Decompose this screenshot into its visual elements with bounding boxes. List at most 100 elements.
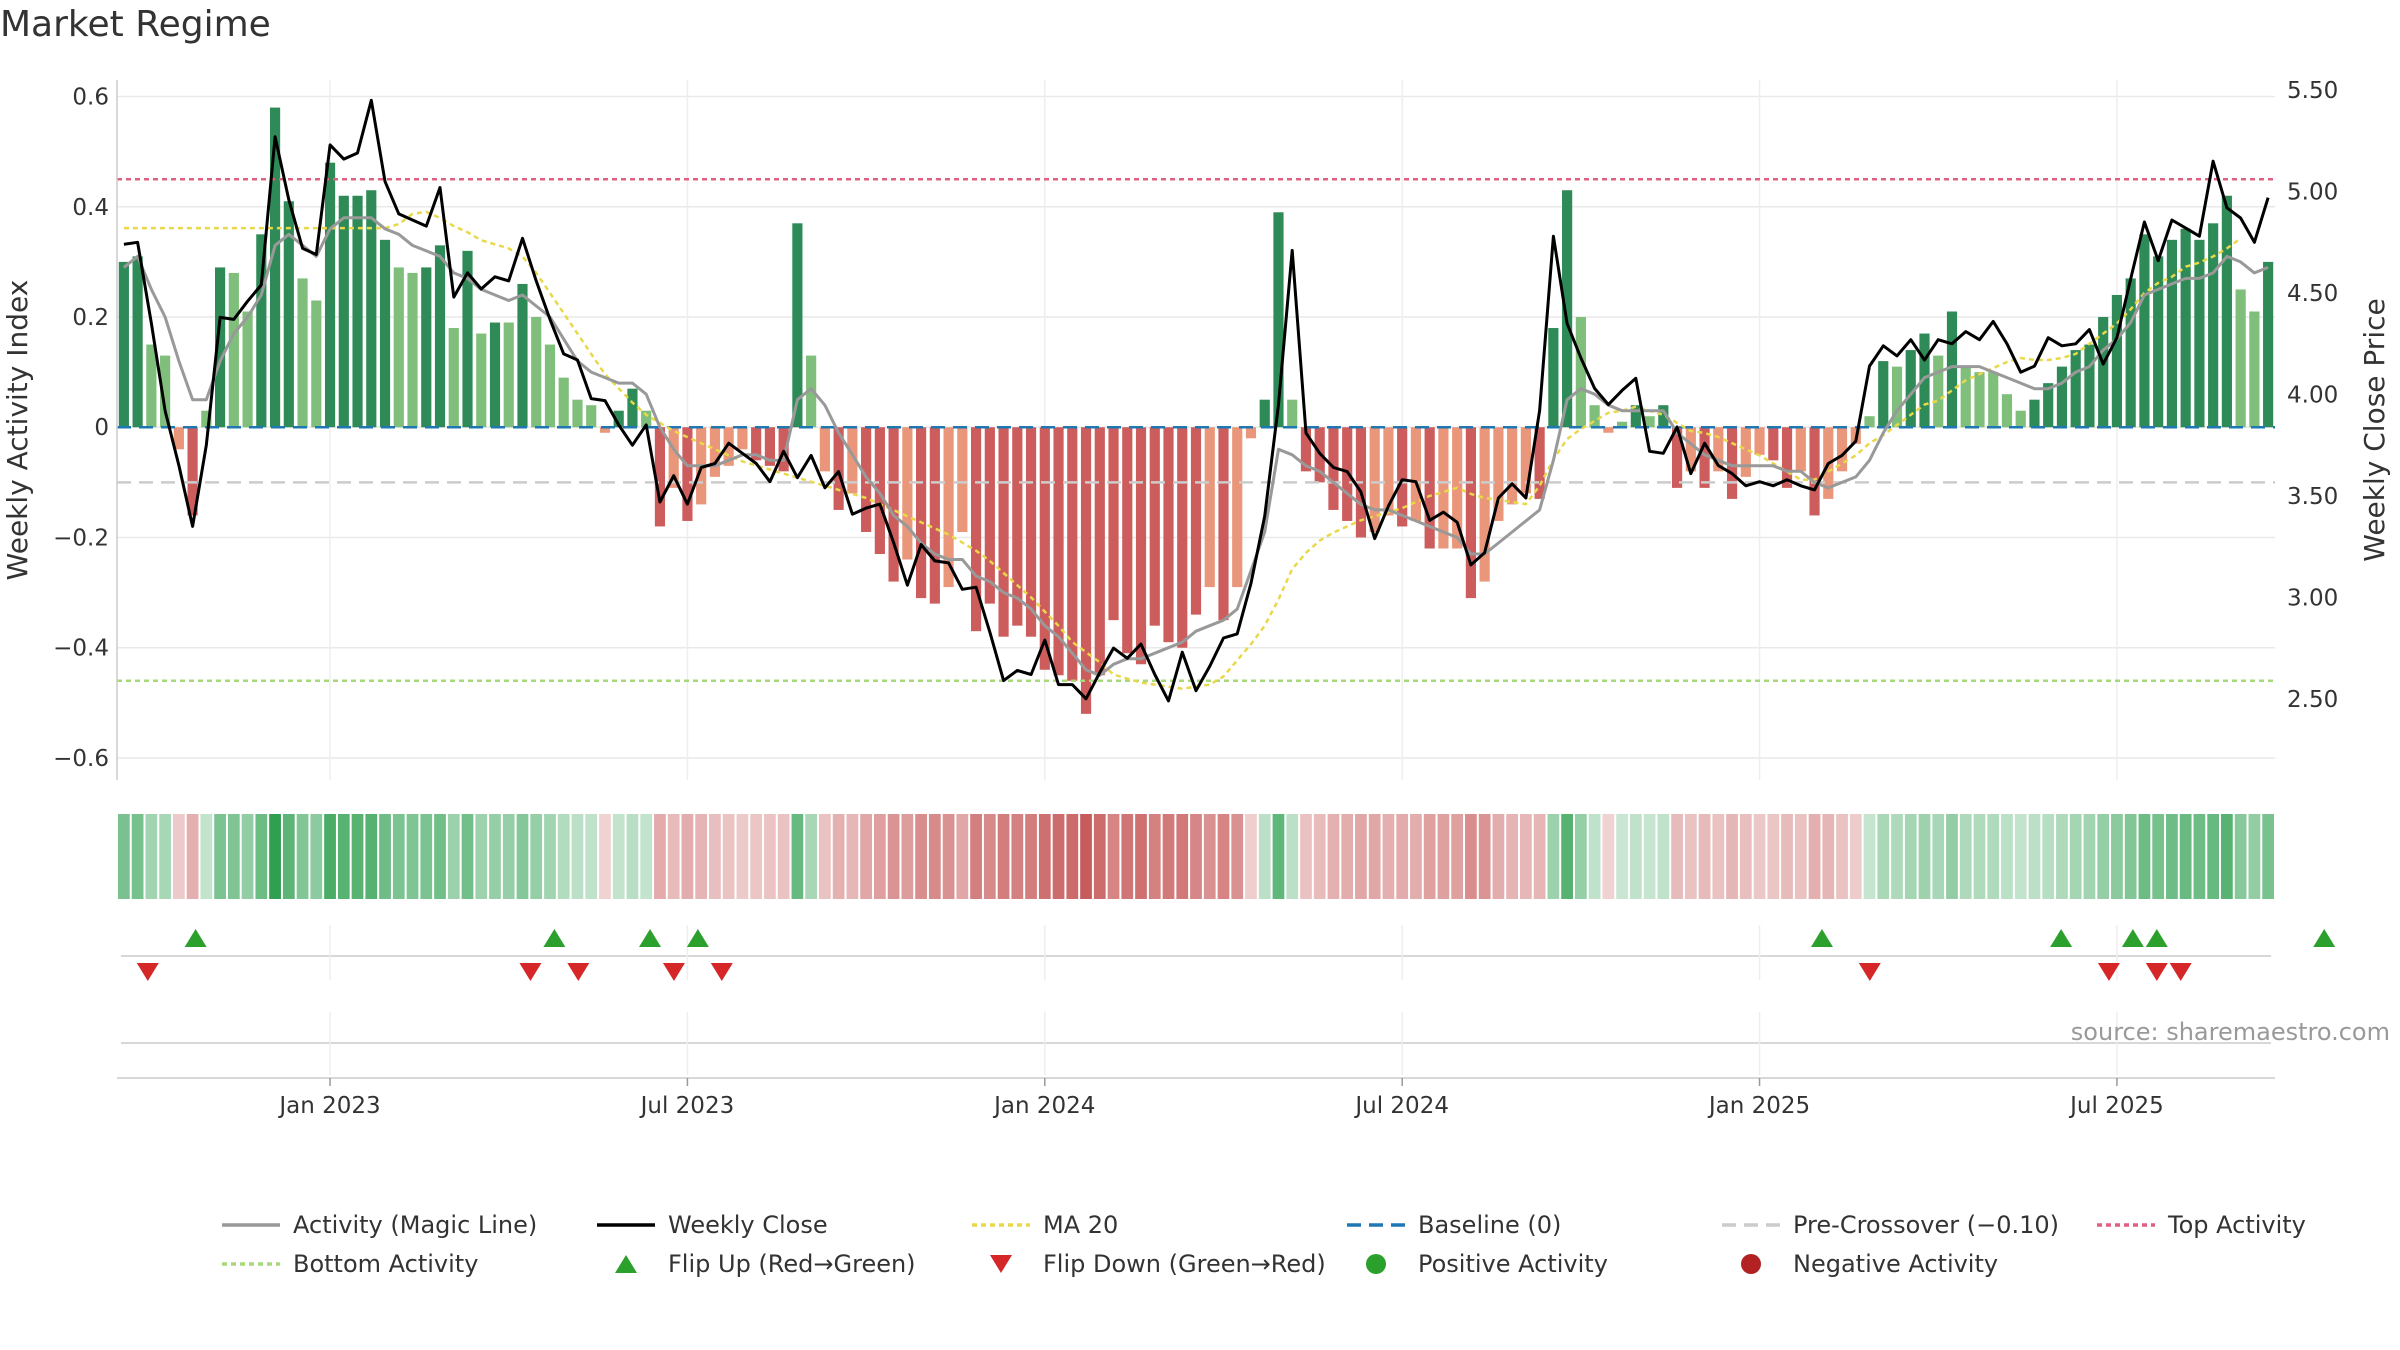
legend-label: Pre-Crossover (−0.10) [1793, 1211, 2059, 1239]
legend-label: Top Activity [2167, 1211, 2306, 1239]
flip-down-marker [136, 963, 159, 981]
activity-bar [1438, 427, 1449, 549]
activity-bar [2166, 239, 2177, 428]
heat-strip-cell [1327, 814, 1340, 899]
activity-bar [1988, 372, 1999, 428]
activity-bar [1135, 427, 1147, 665]
activity-bar [2180, 228, 2191, 428]
heat-strip-cell [915, 814, 927, 899]
activity-bar [407, 272, 418, 428]
activity-bar [201, 410, 212, 428]
activity-bar [1177, 427, 1188, 648]
legend-swatch-dot [1366, 1254, 1386, 1274]
heat-strip-cell [420, 814, 433, 899]
activity-bar [1397, 427, 1408, 527]
flip-up-marker [2313, 929, 2336, 947]
heat-strip-cell [1891, 814, 1903, 899]
flip-up-marker [543, 929, 566, 947]
heat-strip-cell [1739, 814, 1752, 899]
heat-strip-cell [2001, 814, 2013, 899]
activity-bar [352, 195, 363, 428]
activity-bar [338, 195, 349, 428]
heat-strip-cell [255, 814, 268, 899]
heat-strip-cell [1313, 814, 1326, 899]
activity-bar [668, 427, 679, 488]
heat-strip-cell [1135, 814, 1147, 899]
activity-bar [1520, 427, 1531, 494]
heat-strip-cell [736, 814, 749, 899]
heat-strip-cell [2207, 814, 2220, 899]
heat-strip-cell [2014, 814, 2027, 899]
activity-bar [737, 427, 748, 450]
legend-label: Flip Down (Green→Red) [1043, 1250, 1326, 1278]
activity-bar [1493, 427, 1504, 521]
activity-bar [861, 427, 872, 532]
activity-bar [1905, 350, 1916, 428]
heat-strip-cell [2028, 814, 2041, 899]
legend-label: Negative Activity [1793, 1250, 1998, 1278]
heat-strip-cell [461, 814, 474, 899]
heat-strip-cell [1671, 814, 1683, 899]
heat-strip-cell [1863, 814, 1876, 899]
y-right-tick-label: 5.50 [2287, 78, 2338, 104]
activity-bar [2001, 394, 2013, 428]
activity-bar [379, 239, 391, 428]
x-tick-label: Jul 2023 [639, 1093, 735, 1119]
heat-strip-cell [1176, 814, 1189, 899]
heat-strip-cell [1093, 814, 1106, 899]
activity-bar [1933, 355, 1944, 428]
legend-swatch-triangle-down [990, 1255, 1012, 1273]
heat-strip-cell [1258, 814, 1271, 899]
activity-bar [1300, 427, 1312, 472]
activity-bar [943, 427, 954, 588]
activity-bar [1245, 427, 1257, 439]
y-right-tick-label: 3.50 [2287, 484, 2338, 510]
x-tick-label: Jul 2024 [1353, 1093, 1449, 1119]
activity-bar [1685, 427, 1696, 472]
flip-down-marker [2097, 963, 2120, 981]
heat-strip-cell [1341, 814, 1354, 899]
heat-strip-cell [2056, 814, 2068, 899]
heat-strip-cell [1753, 814, 1766, 899]
axes: 0.6 0.4 0.2 0 −0.2 −0.4 −0.6 5.50 5.00 4.50 4.00 3.… [1, 78, 2391, 780]
activity-bar [503, 322, 514, 428]
heat-strip-cell [1684, 814, 1697, 899]
activity-bar [957, 427, 968, 532]
heat-strip-cell [406, 814, 419, 899]
activity-bar [1864, 416, 1875, 428]
flip-up-marker [184, 929, 207, 947]
heat-strip-cell [2193, 814, 2206, 899]
activity-bar [2125, 278, 2136, 428]
heat-strip-cell [764, 814, 776, 899]
activity-bar [1039, 427, 1050, 670]
activity-bar [599, 427, 611, 433]
flip-up-marker [686, 929, 709, 947]
heat-strip-cell [997, 814, 1010, 899]
flip-up-marker [1810, 929, 1833, 947]
activity-bar [324, 162, 336, 428]
heat-strip-cell [1533, 814, 1546, 899]
heat-strip-cell [241, 814, 254, 899]
activity-bar [1713, 427, 1724, 472]
heat-strip-cell [695, 814, 708, 899]
activity-bar [132, 256, 143, 428]
activity-bar [1699, 427, 1710, 488]
flip-down-marker [710, 963, 733, 981]
activity-bar [2015, 410, 2026, 428]
heat-strip-cell [2069, 814, 2082, 899]
activity-bar [1548, 328, 1559, 428]
activity-bar [2056, 366, 2068, 428]
activity-bar [1053, 427, 1064, 676]
heat-strip-cell [296, 814, 309, 899]
heat-strip-cell [640, 814, 653, 899]
heat-strip-cell [2097, 814, 2110, 899]
activity-bar [1836, 427, 1848, 472]
heat-strip-cell [1355, 814, 1367, 899]
heat-strip-cell [1011, 814, 1024, 899]
heat-strip-cell [1973, 814, 1986, 899]
legend-label: Positive Activity [1418, 1250, 1608, 1278]
activity-bar [2208, 223, 2219, 428]
heat-strip-cell [805, 814, 818, 899]
legend-label: Weekly Close [668, 1211, 828, 1239]
